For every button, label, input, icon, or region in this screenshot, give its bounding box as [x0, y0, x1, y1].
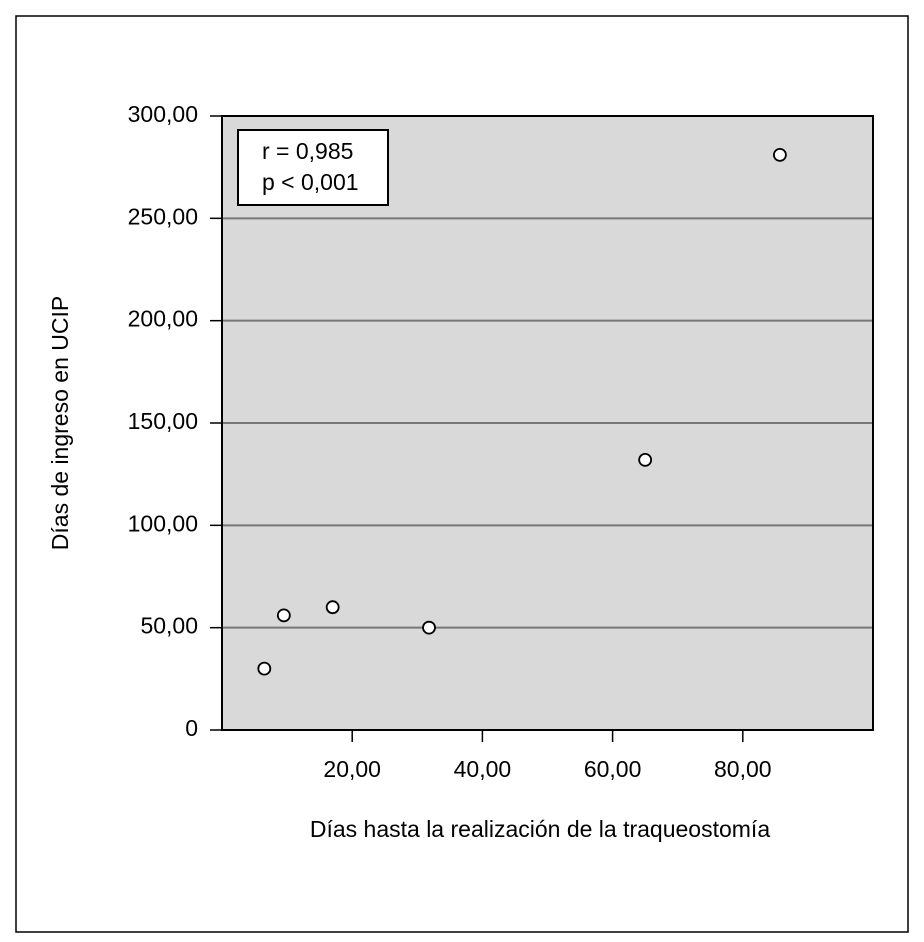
plot-border [221, 115, 874, 731]
annotation: r = 0,985 [262, 138, 353, 164]
y-tick-label: 150,00 [128, 408, 198, 434]
point [638, 452, 653, 467]
x-tick-label: 80,00 [714, 756, 772, 782]
x-axis-label: Días hasta la realización de la traqueos… [310, 816, 770, 842]
y-axis-label: Días de ingreso en UCIP [47, 296, 73, 550]
y-tick-label: 0 [185, 715, 198, 741]
y-tick-label: 200,00 [128, 306, 198, 332]
y-tick-label: 250,00 [128, 203, 198, 229]
point [773, 147, 787, 162]
y-tick-label: 50,00 [140, 613, 198, 639]
annotation-box [237, 129, 389, 206]
y-tick-label: 100,00 [128, 510, 198, 536]
point [325, 600, 340, 615]
x-tick-label: 20,00 [323, 756, 381, 782]
x-tick-label: 60,00 [584, 756, 642, 782]
point [257, 661, 272, 676]
point [276, 608, 291, 623]
annotation: p < 0,001 [262, 169, 359, 195]
y-tick-label: 300,00 [128, 101, 198, 127]
point [422, 620, 436, 635]
x-tick-label: 40,00 [454, 756, 512, 782]
